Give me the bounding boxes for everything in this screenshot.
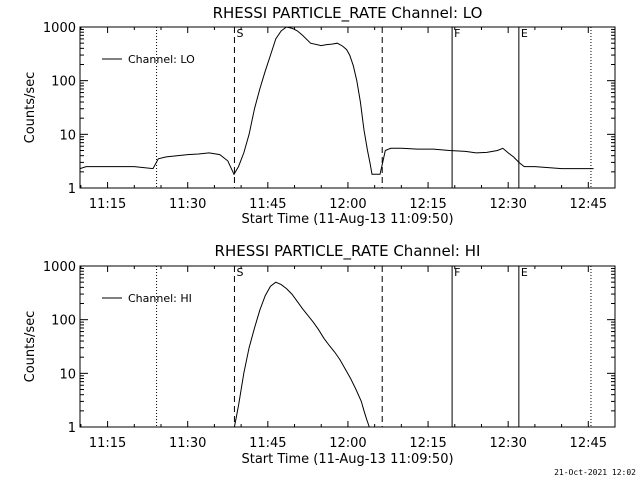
x-tick-label: 11:45 (249, 197, 286, 212)
x-axis-label: Start Time (11-Aug-13 11:09:50) (241, 212, 453, 227)
x-tick-label: 12:15 (409, 197, 446, 212)
x-tick-label: 12:45 (570, 197, 607, 212)
chart-title: RHESSI PARTICLE_RATE Channel: LO (213, 4, 483, 23)
x-tick-label: 11:45 (249, 436, 286, 451)
x-tick-label: 11:30 (169, 436, 206, 451)
marker-label-F: F (454, 27, 460, 40)
series-line (79, 26, 594, 176)
legend-label: Channel: LO (128, 53, 195, 66)
y-tick-label: 1000 (43, 260, 76, 275)
y-axis-label: Counts/sec (23, 311, 38, 383)
y-tick-label: 10 (59, 128, 76, 143)
y-tick-label: 1 (68, 182, 76, 197)
x-tick-label: 12:15 (409, 436, 446, 451)
marker-label-E: E (521, 27, 528, 40)
marker-label-F: F (454, 266, 460, 279)
x-tick-label: 12:30 (489, 197, 526, 212)
x-tick-label: 12:45 (570, 436, 607, 451)
marker-label-E: E (521, 266, 528, 279)
x-tick-label: 12:00 (329, 436, 366, 451)
y-tick-label: 1000 (43, 21, 76, 36)
footer-timestamp: 21-Oct-2021 12:02 (554, 468, 636, 477)
chart-title: RHESSI PARTICLE_RATE Channel: HI (215, 242, 481, 261)
x-axis-label: Start Time (11-Aug-13 11:09:50) (241, 452, 453, 467)
x-tick-label: 12:00 (329, 197, 366, 212)
x-tick-label: 11:15 (89, 197, 126, 212)
series-line (233, 281, 370, 428)
y-tick-label: 1 (68, 421, 76, 436)
legend-label: Channel: HI (128, 292, 192, 305)
x-tick-label: 11:30 (169, 197, 206, 212)
marker-label-S: S (236, 27, 243, 40)
marker-label-S: S (236, 266, 243, 279)
y-tick-label: 100 (51, 75, 76, 90)
y-tick-label: 100 (51, 314, 76, 329)
y-tick-label: 10 (59, 367, 76, 382)
y-axis-label: Counts/sec (23, 72, 38, 144)
x-tick-label: 12:30 (489, 436, 526, 451)
x-tick-label: 11:15 (89, 436, 126, 451)
